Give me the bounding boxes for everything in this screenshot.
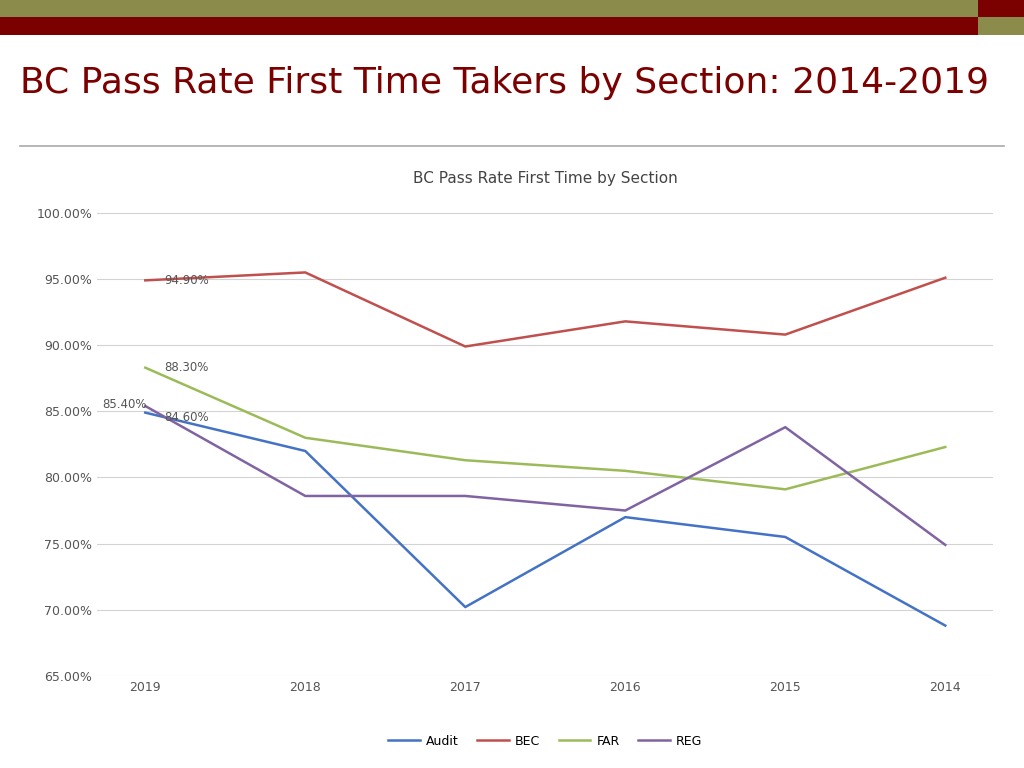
Title: BC Pass Rate First Time by Section: BC Pass Rate First Time by Section bbox=[413, 171, 678, 186]
Bar bbox=[0, 17, 978, 35]
Text: BC Pass Rate First Time Takers by Section: 2014-2019: BC Pass Rate First Time Takers by Sectio… bbox=[20, 66, 989, 101]
Text: 85.40%: 85.40% bbox=[102, 398, 146, 411]
Text: 88.30%: 88.30% bbox=[165, 361, 209, 374]
Text: 94.90%: 94.90% bbox=[165, 274, 209, 287]
Bar bbox=[978, 0, 1024, 17]
Bar bbox=[0, 0, 978, 17]
Bar bbox=[978, 17, 1024, 35]
Legend: Audit, BEC, FAR, REG: Audit, BEC, FAR, REG bbox=[383, 730, 708, 753]
Text: 84.60%: 84.60% bbox=[165, 411, 209, 424]
